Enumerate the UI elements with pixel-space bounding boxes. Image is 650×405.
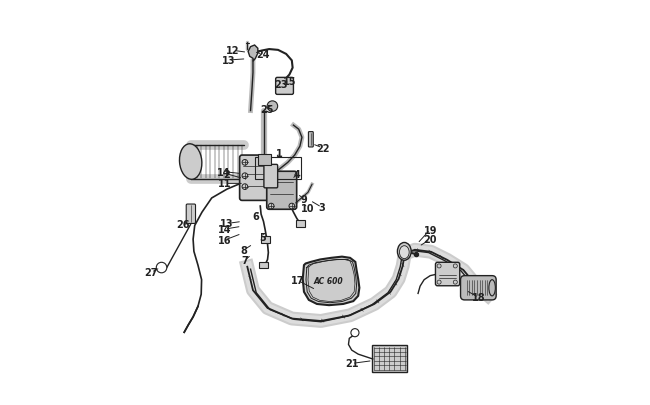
Circle shape xyxy=(415,253,419,257)
Polygon shape xyxy=(303,257,359,305)
Text: AC 600: AC 600 xyxy=(313,277,343,286)
FancyBboxPatch shape xyxy=(276,78,293,95)
Text: 3: 3 xyxy=(318,203,325,213)
Text: 18: 18 xyxy=(472,293,486,303)
Text: 14: 14 xyxy=(217,167,231,177)
FancyBboxPatch shape xyxy=(308,132,313,147)
FancyBboxPatch shape xyxy=(436,262,460,286)
Text: 7: 7 xyxy=(242,256,248,266)
Circle shape xyxy=(437,280,441,284)
Text: 12: 12 xyxy=(226,46,239,56)
Circle shape xyxy=(242,184,248,190)
Text: 13: 13 xyxy=(220,219,234,229)
Circle shape xyxy=(437,264,441,268)
Ellipse shape xyxy=(179,145,202,180)
FancyBboxPatch shape xyxy=(240,156,268,201)
Circle shape xyxy=(453,264,458,268)
Ellipse shape xyxy=(489,280,495,296)
Text: 11: 11 xyxy=(218,179,231,189)
Text: 22: 22 xyxy=(316,143,330,153)
FancyBboxPatch shape xyxy=(461,276,496,300)
FancyBboxPatch shape xyxy=(266,172,296,210)
Ellipse shape xyxy=(397,243,411,261)
FancyBboxPatch shape xyxy=(258,155,271,165)
Text: 16: 16 xyxy=(218,235,231,245)
Text: 2: 2 xyxy=(223,169,229,179)
Text: 8: 8 xyxy=(240,245,248,255)
Circle shape xyxy=(242,173,248,179)
FancyBboxPatch shape xyxy=(259,262,268,269)
FancyBboxPatch shape xyxy=(296,220,305,228)
Circle shape xyxy=(351,329,359,337)
FancyBboxPatch shape xyxy=(186,205,196,224)
Text: 17: 17 xyxy=(291,276,305,286)
Text: 25: 25 xyxy=(260,104,274,114)
Text: 24: 24 xyxy=(256,50,270,60)
Polygon shape xyxy=(248,46,258,62)
FancyBboxPatch shape xyxy=(264,165,278,188)
Circle shape xyxy=(156,262,167,273)
Text: 19: 19 xyxy=(423,225,437,235)
Text: 13: 13 xyxy=(222,56,235,66)
Text: 20: 20 xyxy=(423,234,437,245)
Circle shape xyxy=(242,160,248,166)
Text: 21: 21 xyxy=(345,358,358,369)
Ellipse shape xyxy=(400,246,409,259)
Text: 4: 4 xyxy=(294,169,301,179)
Circle shape xyxy=(453,280,458,284)
Text: 9: 9 xyxy=(300,194,307,204)
Text: 26: 26 xyxy=(176,220,189,229)
Text: 15: 15 xyxy=(283,77,296,86)
Circle shape xyxy=(267,102,278,112)
Text: 27: 27 xyxy=(144,268,158,278)
Text: 23: 23 xyxy=(274,80,288,90)
Circle shape xyxy=(289,204,294,209)
Text: 14: 14 xyxy=(218,224,231,234)
Text: 6: 6 xyxy=(252,211,259,221)
Circle shape xyxy=(268,204,274,209)
Text: 1: 1 xyxy=(276,148,283,158)
FancyBboxPatch shape xyxy=(261,237,270,244)
FancyBboxPatch shape xyxy=(372,345,407,372)
Text: 10: 10 xyxy=(301,203,315,213)
Text: 5: 5 xyxy=(259,232,266,243)
